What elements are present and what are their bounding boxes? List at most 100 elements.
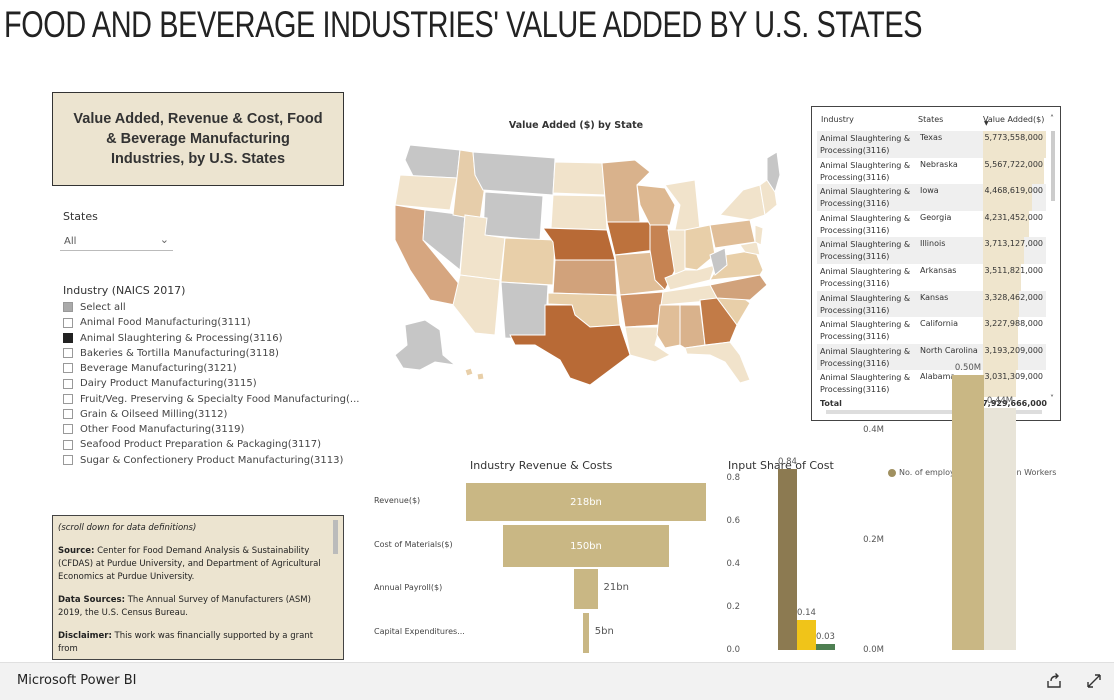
industry-option[interactable]: Sugar & Confectionery Product Manufactur…: [63, 453, 343, 467]
employees-data-label: 0.50M: [954, 363, 982, 373]
state-maine[interactable]: [766, 151, 781, 194]
scrollbar[interactable]: [1051, 131, 1055, 201]
y-tick-label: 0.0M: [863, 645, 884, 655]
state-hawaii-2[interactable]: [476, 372, 485, 381]
state-new-jersey[interactable]: [754, 224, 764, 246]
state-new-mexico[interactable]: [500, 281, 549, 341]
state-ohio[interactable]: [684, 224, 716, 271]
state-alaska[interactable]: [394, 319, 457, 371]
cell-industry: Animal Slaughtering & Processing(3116): [820, 346, 911, 368]
state-kansas[interactable]: [552, 259, 618, 296]
state-iowa[interactable]: [606, 221, 656, 256]
state-north-dakota[interactable]: [552, 161, 606, 196]
funnel-category-label: Revenue($): [374, 496, 421, 505]
state-colorado[interactable]: [500, 237, 556, 286]
legend-item-employees[interactable]: No. of employees: [888, 468, 969, 477]
industry-option-select-all[interactable]: Select all: [63, 300, 126, 314]
cell-value: 3,193,209,000: [984, 345, 1043, 355]
funnel-category-label: Annual Payroll($): [374, 583, 443, 592]
funnel-category-label: Capital Expenditures...: [374, 627, 465, 636]
state-oregon[interactable]: [394, 174, 458, 211]
input-share-data-label: 0.03: [816, 631, 835, 642]
footer-label[interactable]: Microsoft Power BI: [17, 673, 137, 688]
employees-bar[interactable]: [984, 408, 1016, 650]
state-mississippi[interactable]: [656, 304, 681, 349]
input-share-bar[interactable]: [797, 619, 816, 650]
cell-state: Iowa: [920, 186, 939, 196]
table-row[interactable]: Animal Slaughtering & Processing(3116) Ka…: [817, 290, 1046, 318]
state-hawaii[interactable]: [464, 367, 474, 377]
state-georgia[interactable]: [699, 297, 738, 346]
report-title-card: Value Added, Revenue & Cost, Food & Beve…: [52, 92, 344, 186]
data-definitions-box[interactable]: (scroll down for data definitions) Sourc…: [52, 515, 344, 660]
table-row[interactable]: Animal Slaughtering & Processing(3116) No…: [817, 343, 1046, 371]
cell-state: Georgia: [920, 212, 952, 222]
industry-option[interactable]: Seafood Product Preparation & Packaging(…: [63, 438, 321, 452]
industry-option[interactable]: Other Food Manufacturing(3119): [63, 422, 244, 436]
industry-option[interactable]: Dairy Product Manufacturing(3115): [63, 377, 257, 391]
table-row[interactable]: Animal Slaughtering & Processing(3116) Ne…: [817, 157, 1046, 185]
scrollbar[interactable]: [826, 410, 1042, 414]
table-row[interactable]: Animal Slaughtering & Processing(3116) Il…: [817, 237, 1046, 264]
cell-industry: Animal Slaughtering & Processing(3116): [820, 293, 911, 315]
table-row[interactable]: Animal Slaughtering & Processing(3116) Al…: [817, 370, 1046, 397]
input-share-bar[interactable]: [778, 469, 797, 650]
col-header-value[interactable]: Value Added($): [983, 115, 1045, 124]
industry-option[interactable]: Grain & Oilseed Milling(3112): [63, 407, 227, 421]
industry-option[interactable]: Beverage Manufacturing(3121): [63, 361, 237, 375]
state-texas[interactable]: [509, 304, 631, 386]
states-dropdown[interactable]: All ⌄: [60, 231, 173, 251]
value-databar: [983, 210, 1030, 238]
fullscreen-icon[interactable]: [1085, 672, 1103, 690]
cell-value: 3,511,821,000: [984, 266, 1043, 275]
footer-bar: [0, 662, 1114, 700]
input-share-bar[interactable]: [816, 643, 835, 650]
table-total-label: Total: [820, 399, 842, 408]
legend-dot-icon: [888, 468, 896, 477]
state-wyoming[interactable]: [482, 191, 544, 241]
employees-bar[interactable]: [952, 375, 984, 650]
col-header-states[interactable]: States: [918, 115, 944, 124]
table-row[interactable]: Animal Slaughtering & Processing(3116) Te…: [817, 131, 1046, 158]
chevron-down-icon[interactable]: ˅: [1050, 394, 1054, 403]
value-added-table[interactable]: Industry States Value Added($) ▼ ˄ Anima…: [811, 106, 1061, 421]
table-row[interactable]: Animal Slaughtering & Processing(3116) Ge…: [817, 210, 1046, 238]
state-montana[interactable]: [472, 151, 556, 196]
cell-industry: Animal Slaughtering & Processing(3116): [820, 187, 911, 209]
us-choropleth-map[interactable]: [365, 130, 785, 386]
scrollbar[interactable]: [333, 520, 338, 554]
cell-state: California: [920, 319, 958, 329]
checkbox-icon: [63, 363, 73, 373]
state-north-carolina[interactable]: [709, 274, 768, 301]
industry-option[interactable]: Fruit/Veg. Preserving & Specialty Food M…: [63, 392, 359, 406]
state-new-york[interactable]: [719, 184, 766, 221]
table-row[interactable]: Animal Slaughtering & Processing(3116) Ar…: [817, 264, 1046, 291]
y-tick-label: 0.8: [726, 473, 740, 483]
industry-option[interactable]: Bakeries & Tortilla Manufacturing(3118): [63, 346, 279, 360]
col-header-industry[interactable]: Industry: [821, 115, 854, 124]
state-west-virginia[interactable]: [709, 247, 728, 276]
state-florida[interactable]: [684, 341, 751, 384]
state-arkansas[interactable]: [619, 291, 664, 328]
share-icon[interactable]: [1045, 672, 1063, 690]
state-maryland[interactable]: [739, 241, 761, 256]
industry-option[interactable]: Animal Slaughtering & Processing(3116): [63, 331, 283, 345]
value-databar: [983, 264, 1022, 291]
state-washington[interactable]: [404, 144, 461, 179]
cell-industry: Animal Slaughtering & Processing(3116): [820, 373, 911, 395]
funnel-bar[interactable]: 150bn: [503, 525, 669, 567]
state-wisconsin[interactable]: [636, 184, 676, 226]
state-illinois[interactable]: [649, 224, 676, 291]
funnel-data-label: 5bn: [594, 626, 614, 637]
funnel-bar[interactable]: [574, 569, 598, 609]
state-south-dakota[interactable]: [550, 194, 608, 231]
funnel-bar[interactable]: 218bn: [466, 483, 706, 521]
chevron-up-icon[interactable]: ˄: [1050, 114, 1054, 123]
cell-value: 3,328,462,000: [984, 292, 1043, 302]
cell-value: 4,468,619,000: [984, 186, 1043, 196]
table-row[interactable]: Animal Slaughtering & Processing(3116) Io…: [817, 184, 1046, 211]
table-row[interactable]: Animal Slaughtering & Processing(3116) Ca…: [817, 317, 1046, 344]
industry-option[interactable]: Animal Food Manufacturing(3111): [63, 316, 251, 330]
state-arizona[interactable]: [452, 274, 501, 336]
funnel-bar[interactable]: [583, 613, 589, 653]
